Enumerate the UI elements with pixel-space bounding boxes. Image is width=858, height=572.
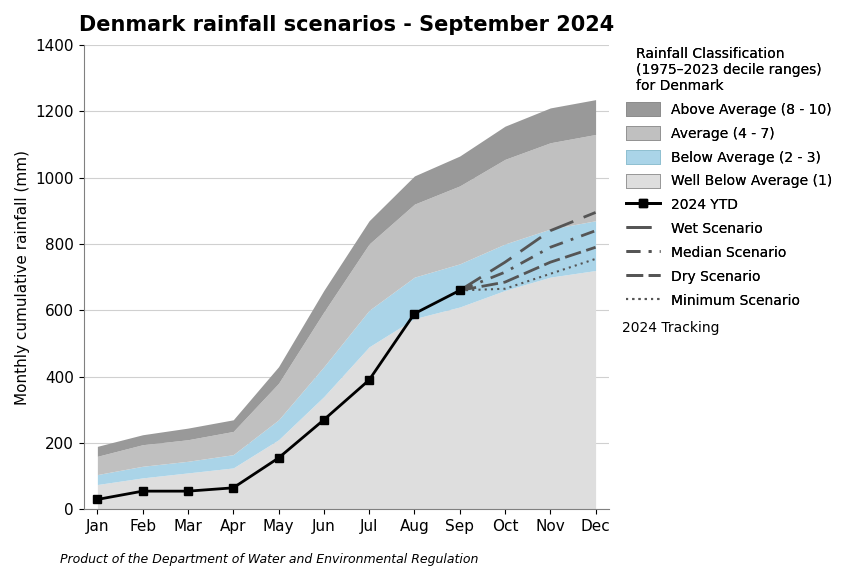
Text: 2024 Tracking: 2024 Tracking [622, 321, 720, 335]
Legend: Above Average (8 - 10), Average (4 - 7), Below Average (2 - 3), Well Below Avera: Above Average (8 - 10), Average (4 - 7),… [621, 42, 837, 312]
Y-axis label: Monthly cumulative rainfall (mm): Monthly cumulative rainfall (mm) [15, 150, 30, 404]
Text: Product of the Department of Water and Environmental Regulation: Product of the Department of Water and E… [60, 554, 479, 566]
Title: Denmark rainfall scenarios - September 2024: Denmark rainfall scenarios - September 2… [79, 15, 614, 35]
